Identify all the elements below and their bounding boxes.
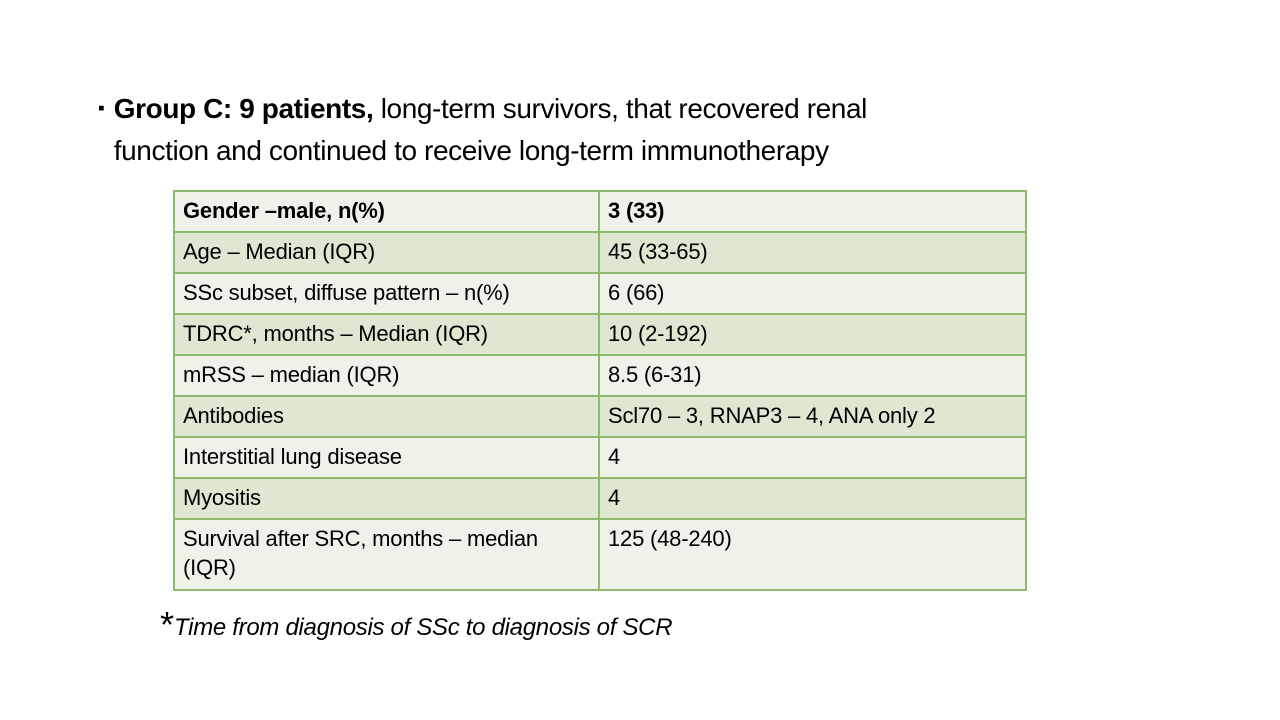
table-row: Gender –male, n(%) 3 (33) <box>173 190 1027 233</box>
table-row: SSc subset, diffuse pattern – n(%) 6 (66… <box>173 272 1027 315</box>
row-label: TDRC*, months – Median (IQR) <box>173 313 600 356</box>
footnote: *Time from diagnosis of SSc to diagnosis… <box>160 607 673 648</box>
row-label: mRSS – median (IQR) <box>173 354 600 397</box>
row-value: 6 (66) <box>598 272 1027 315</box>
slide-title-block: ▪ Group C: 9 patients, long-term survivo… <box>98 88 1098 172</box>
row-label: Gender –male, n(%) <box>173 190 600 233</box>
slide-title-line2: function and continued to receive long-t… <box>113 135 829 166</box>
row-label: Interstitial lung disease <box>173 436 600 479</box>
table-row: Age – Median (IQR) 45 (33-65) <box>173 231 1027 274</box>
table-row: mRSS – median (IQR) 8.5 (6-31) <box>173 354 1027 397</box>
row-value: 10 (2-192) <box>598 313 1027 356</box>
row-value: 45 (33-65) <box>598 231 1027 274</box>
row-value: 8.5 (6-31) <box>598 354 1027 397</box>
bullet-icon: ▪ <box>98 98 105 119</box>
row-label: SSc subset, diffuse pattern – n(%) <box>173 272 600 315</box>
row-value: 125 (48-240) <box>598 518 1027 591</box>
row-label: Myositis <box>173 477 600 520</box>
row-label: Survival after SRC, months – median (IQR… <box>173 518 600 591</box>
slide-title: Group C: 9 patients, long-term survivors… <box>113 88 868 172</box>
row-value: 3 (33) <box>598 190 1027 233</box>
row-value: 4 <box>598 436 1027 479</box>
table-row: TDRC*, months – Median (IQR) 10 (2-192) <box>173 313 1027 356</box>
footnote-text: Time from diagnosis of SSc to diagnosis … <box>174 614 673 641</box>
slide-title-line1-rest: long-term survivors, that recovered rena… <box>373 93 868 124</box>
table-row: Survival after SRC, months – median (IQR… <box>173 518 1027 591</box>
patients-table: Gender –male, n(%) 3 (33) Age – Median (… <box>173 190 1027 591</box>
table-row: Antibodies Scl70 – 3, RNAP3 – 4, ANA onl… <box>173 395 1027 438</box>
table-row: Myositis 4 <box>173 477 1027 520</box>
row-value: Scl70 – 3, RNAP3 – 4, ANA only 2 <box>598 395 1027 438</box>
table-row: Interstitial lung disease 4 <box>173 436 1027 479</box>
row-label: Antibodies <box>173 395 600 438</box>
row-value: 4 <box>598 477 1027 520</box>
row-label: Age – Median (IQR) <box>173 231 600 274</box>
slide-title-line1: Group C: 9 patients, long-term survivors… <box>113 88 868 130</box>
footnote-asterisk: * <box>160 604 175 645</box>
slide-title-bold-segment: Group C: 9 patients, <box>113 93 374 124</box>
